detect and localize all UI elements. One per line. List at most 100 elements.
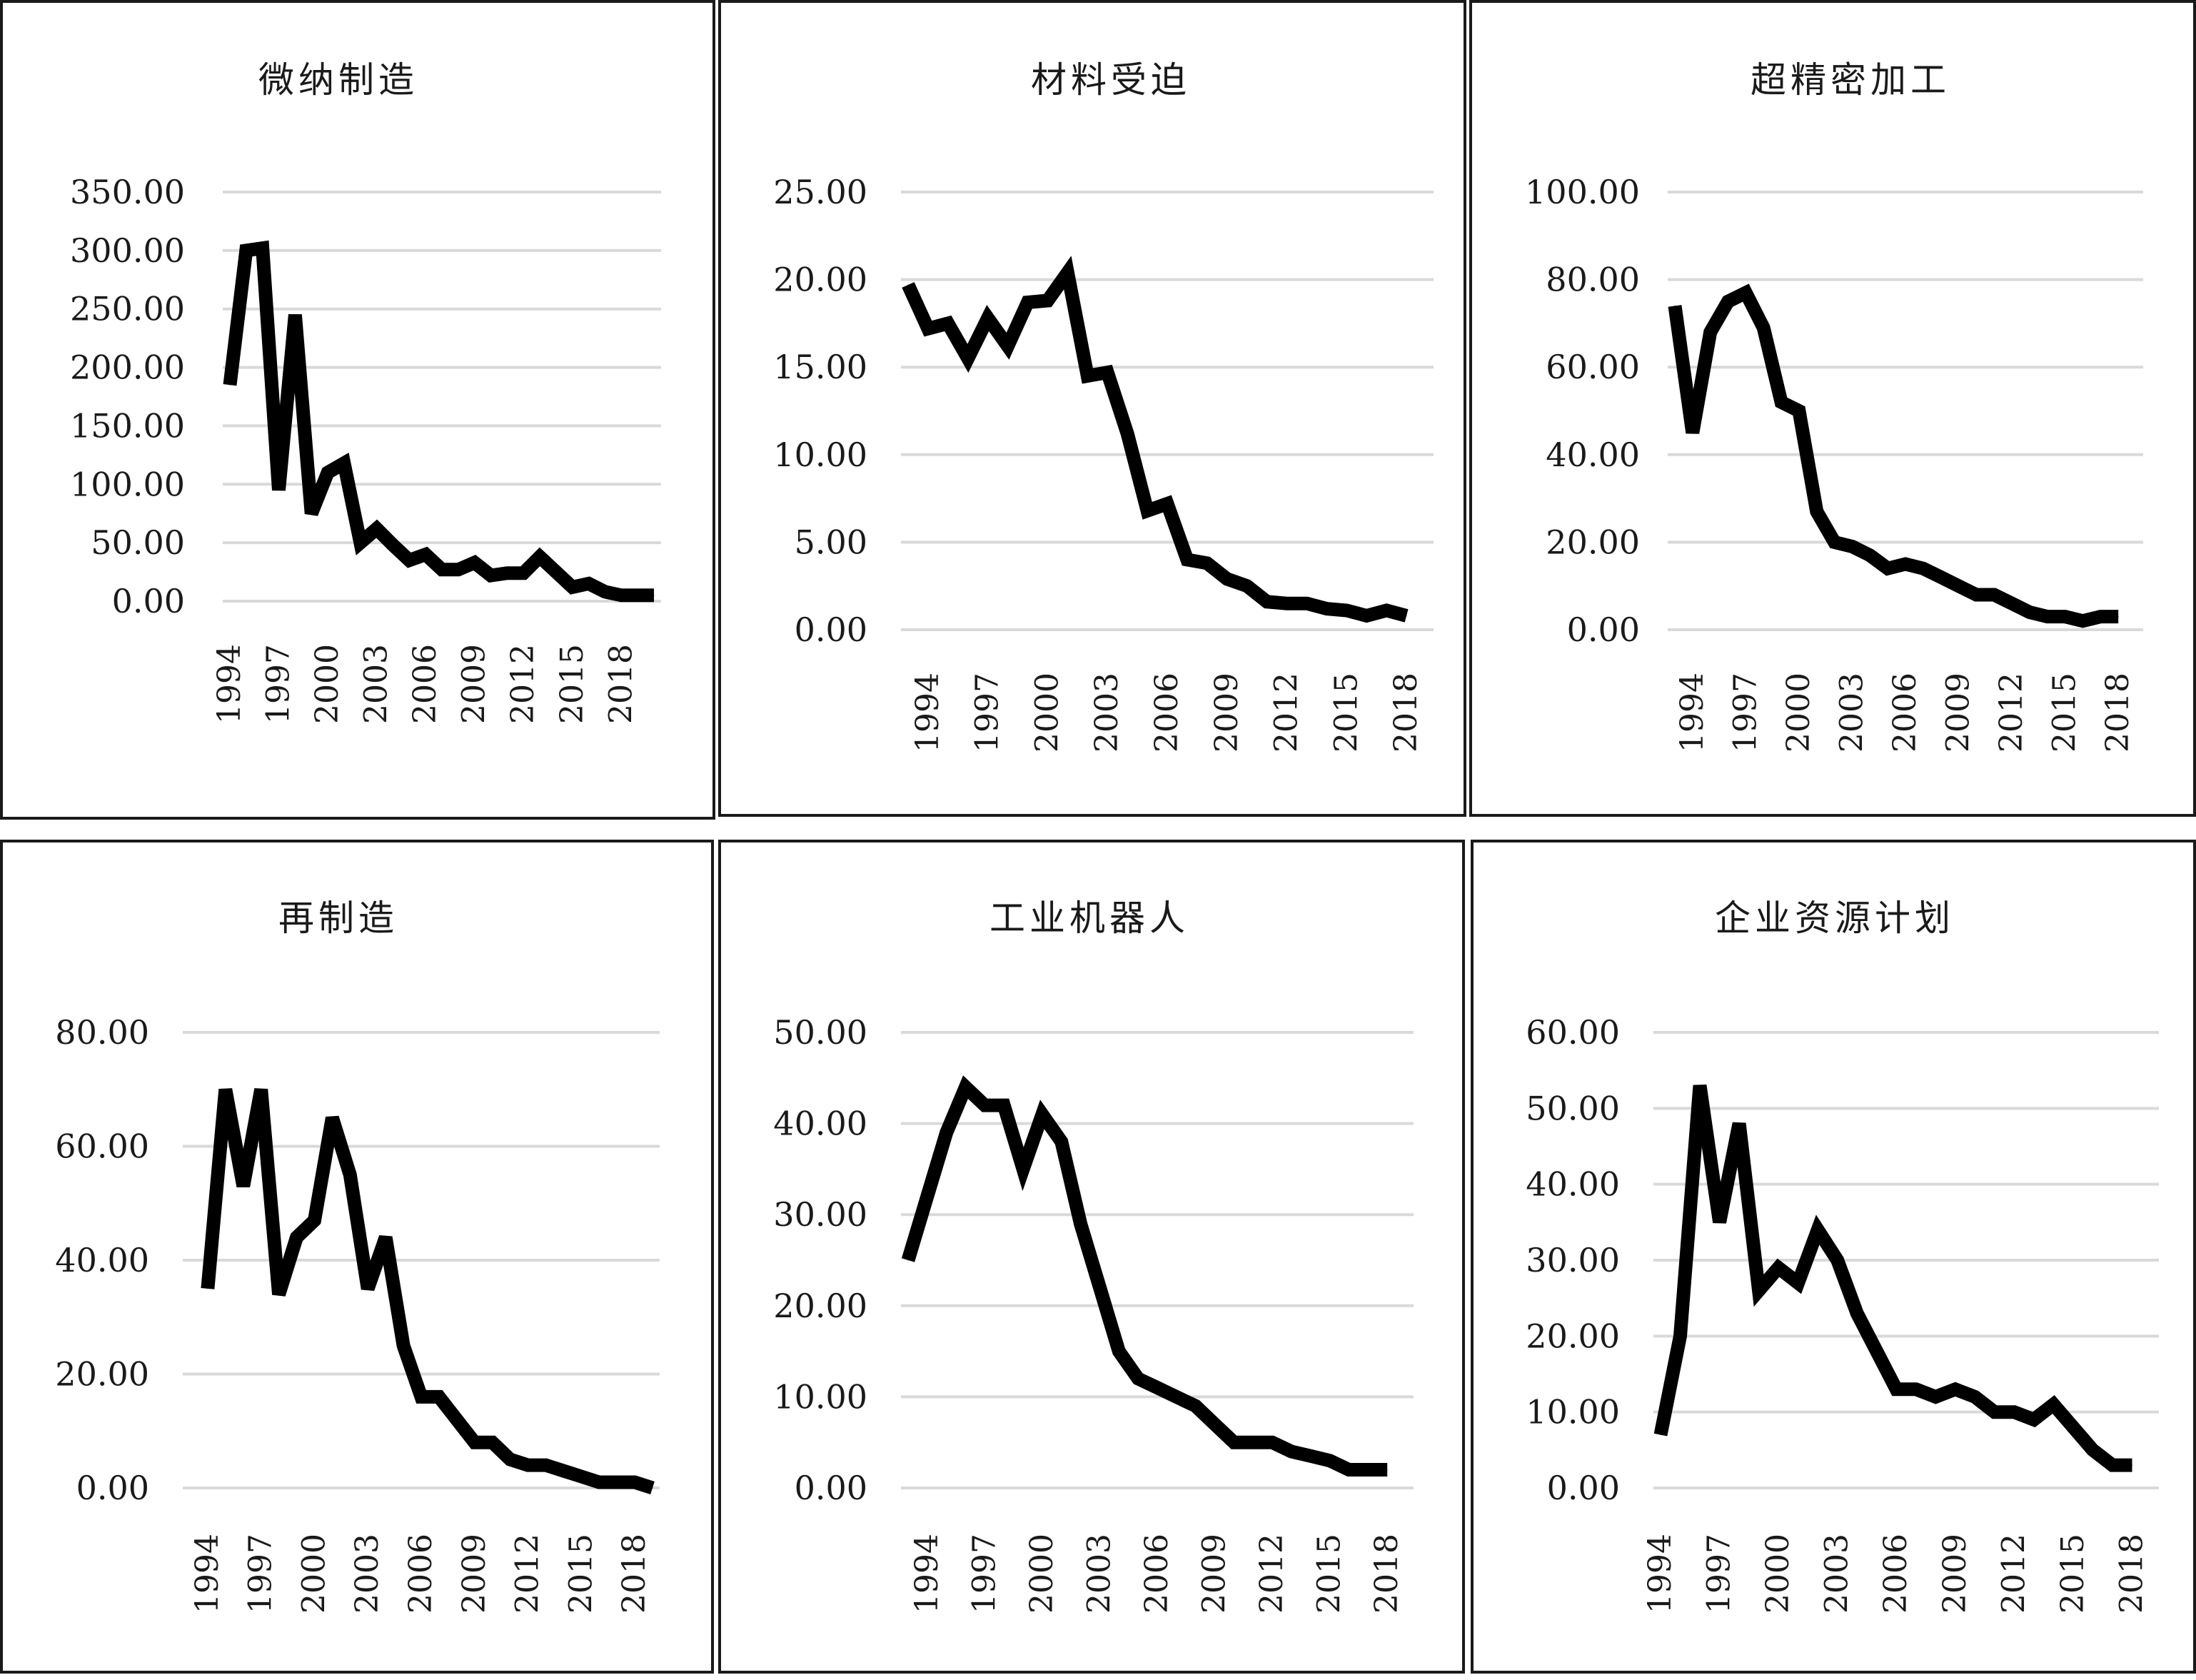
data-point: [1834, 541, 1835, 543]
y-tick-label: 60.00: [1526, 1013, 1620, 1052]
data-point: [1699, 1085, 1701, 1086]
y-tick-label: 50.00: [773, 1013, 867, 1052]
x-tick-label: 2018: [2100, 673, 2136, 753]
data-point: [2112, 1464, 2113, 1466]
data-point: [1710, 331, 1711, 333]
x-tick-label: 1997: [1727, 673, 1763, 753]
data-point: [1137, 1378, 1139, 1379]
data-point: [588, 583, 590, 584]
chart-panel-2: 材料受迫 0.00 5.00 10.00 15.00 20.00 25.00 1994 1997…: [718, 0, 1466, 817]
series-line: [1653, 1085, 2132, 1472]
data-point: [1856, 1312, 1858, 1314]
chart-svg: 工业机器人 0.00 10.00 20.00 30.00 40.00 50.00 1994 19…: [773, 897, 1414, 1614]
y-tick-label: 60.00: [1546, 348, 1640, 386]
y-tick-label: 20.00: [1546, 523, 1640, 561]
y-tick-label: 30.00: [1526, 1241, 1620, 1279]
y-tick-label: 20.00: [773, 1287, 867, 1325]
x-tick-label: 2018: [616, 1534, 653, 1614]
x-tick-label: 1997: [969, 673, 1006, 753]
x-tick-label: 2015: [2055, 1534, 2091, 1614]
x-tick-label: 2000: [309, 644, 346, 724]
data-point: [545, 1464, 546, 1466]
x-tick-label: 1997: [966, 1534, 1002, 1614]
data-point: [1306, 603, 1307, 604]
y-tick-label: 0.00: [795, 610, 867, 649]
data-point: [425, 554, 426, 555]
series-line: [1668, 283, 2119, 628]
data-point: [1329, 1460, 1331, 1462]
data-point: [376, 528, 378, 529]
data-point: [1195, 1405, 1197, 1407]
x-tick-label: 2006: [403, 1534, 439, 1614]
data-point: [572, 586, 573, 588]
data-point: [1816, 511, 1818, 512]
y-tick-label: 0.00: [1547, 1469, 1620, 1507]
data-point: [1905, 563, 1906, 565]
data-point: [1246, 585, 1248, 587]
data-point: [1067, 272, 1068, 273]
data-point: [1386, 610, 1387, 611]
x-tick-label: 2012: [1993, 673, 2030, 753]
data-point: [563, 1470, 564, 1472]
chart-title: 企业资源计划: [1715, 897, 1955, 939]
x-tick-label: 2003: [358, 644, 395, 724]
data-point: [1366, 615, 1367, 616]
chart-svg: 再制造 0.00 20.00 40.00 60.00 80.00 1994 1997 2000 2…: [55, 897, 660, 1614]
x-tick-label: 1994: [909, 1534, 945, 1614]
data-point: [1781, 401, 1782, 403]
x-tick-label: 2009: [1937, 1534, 1973, 1614]
data-point: [907, 1259, 909, 1261]
chart-panel-6: 企业资源计划 0.00 10.00 20.00 30.00 40.00 50.00 60.00…: [1471, 840, 2196, 1674]
data-point: [1022, 1168, 1024, 1170]
x-tick-label: 1994: [189, 1534, 226, 1614]
y-tick-label: 25.00: [773, 173, 867, 211]
chart-svg: 微纳制造 0.00 50.00 100.00 150.00 200.00 250.00 300…: [70, 59, 661, 724]
y-tick-label: 30.00: [773, 1195, 867, 1234]
data-point: [2053, 1404, 2054, 1405]
data-point: [1778, 1267, 1779, 1269]
y-tick-label: 250.00: [70, 290, 185, 328]
data-point: [1406, 615, 1407, 616]
chart-title: 工业机器人: [989, 897, 1189, 939]
y-tick-label: 40.00: [773, 1105, 867, 1143]
data-point: [403, 1345, 404, 1347]
data-point: [1346, 610, 1347, 611]
data-point: [229, 384, 231, 386]
x-tick-label: 1997: [261, 644, 297, 724]
x-tick-label: 2006: [407, 644, 443, 724]
x-tick-label: 2006: [1887, 673, 1923, 753]
y-tick-label: 50.00: [91, 523, 185, 562]
y-tick-label: 200.00: [70, 348, 185, 387]
data-point: [490, 575, 491, 576]
x-tick-label: 2000: [296, 1534, 332, 1614]
x-tick-label: 2012: [1995, 1534, 2032, 1614]
data-point: [1266, 601, 1268, 603]
data-point: [1310, 1455, 1311, 1457]
data-point: [2047, 616, 2048, 618]
data-point: [1837, 1259, 1838, 1261]
x-tick-label: 2018: [2113, 1534, 2150, 1614]
y-tick-label: 5.00: [795, 523, 867, 561]
y-tick-label: 0.00: [76, 1469, 149, 1507]
data-point: [474, 1442, 475, 1443]
data-point: [207, 1288, 208, 1289]
data-point: [294, 314, 296, 316]
series-line: [901, 1075, 1388, 1477]
data-point: [1157, 1387, 1158, 1389]
data-point: [1386, 1469, 1388, 1470]
data-point: [946, 1132, 947, 1133]
x-tick-label: 2009: [1209, 673, 1245, 753]
y-tick-label: 0.00: [795, 1469, 867, 1507]
y-tick-label: 0.00: [1567, 610, 1640, 649]
data-point: [296, 1237, 297, 1238]
chart-title: 微纳制造: [258, 59, 418, 101]
data-point: [1107, 372, 1108, 373]
data-point: [1876, 1351, 1878, 1352]
data-point: [1271, 1442, 1273, 1443]
data-point: [927, 328, 929, 329]
data-point: [555, 571, 557, 573]
x-tick-label: 1997: [243, 1534, 279, 1614]
data-point: [1326, 608, 1327, 610]
x-tick-label: 2012: [505, 644, 541, 724]
data-point: [1852, 546, 1853, 547]
